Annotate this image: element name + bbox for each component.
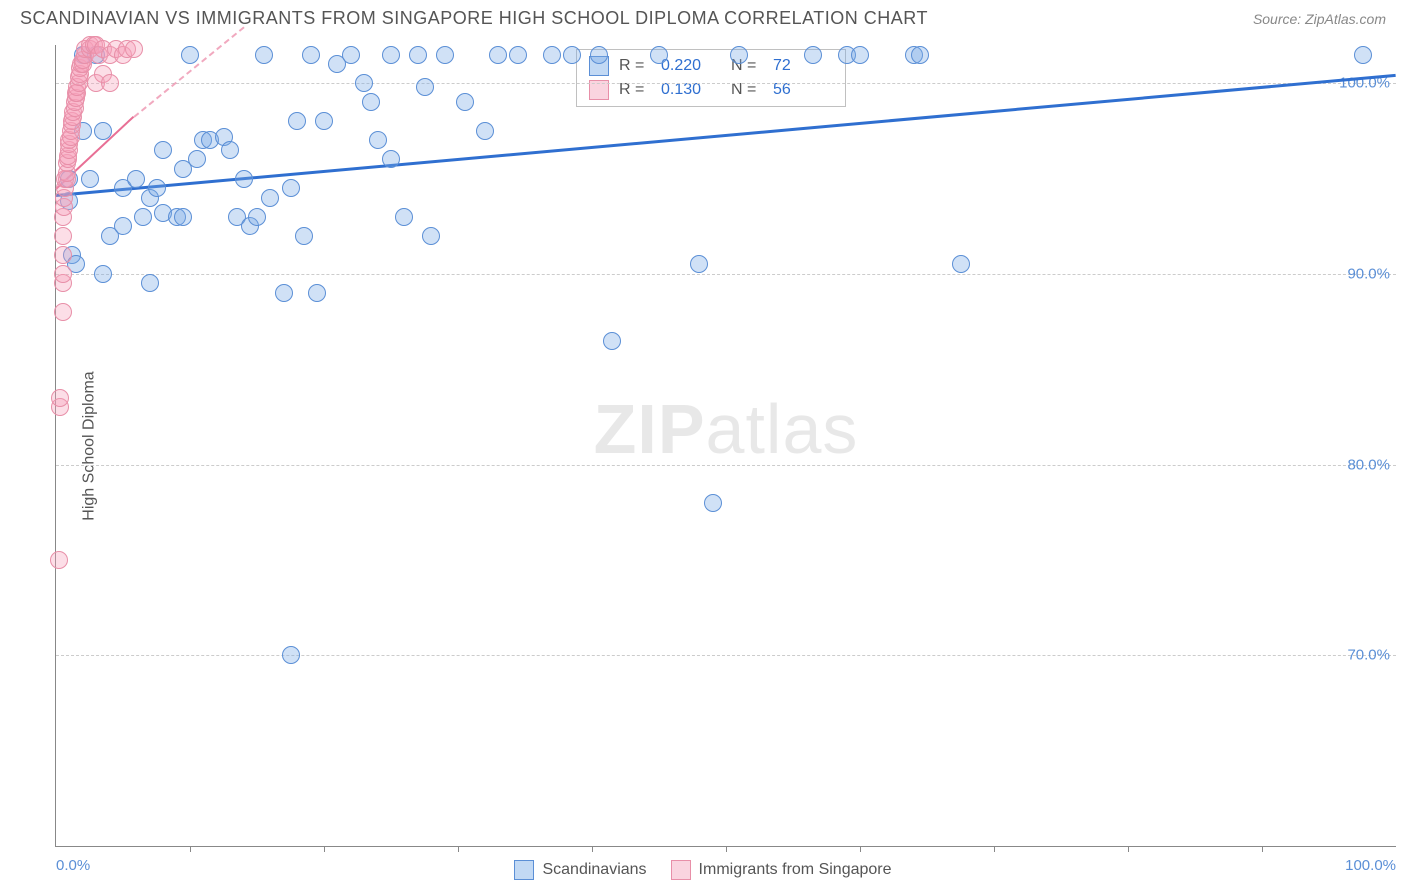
x-tick-mark [726,846,727,852]
data-point [422,227,440,245]
data-point [315,112,333,130]
x-tick-mark [994,846,995,852]
data-point [54,265,72,283]
data-point [382,150,400,168]
legend-label: Scandinavians [542,861,646,879]
data-point [148,179,166,197]
data-point [54,227,72,245]
y-tick-label: 80.0% [1347,456,1390,473]
gridline-horizontal [56,465,1396,466]
legend-row: R =0.220N =72 [589,54,833,78]
series-legend: Scandinavians Immigrants from Singapore [0,860,1406,880]
data-point [1354,46,1372,64]
data-point [221,141,239,159]
data-point [288,112,306,130]
r-value: 0.220 [661,57,721,75]
data-point [295,227,313,245]
data-point [261,189,279,207]
data-point [154,141,172,159]
data-point [54,303,72,321]
data-point [476,122,494,140]
data-point [690,255,708,273]
data-point [134,208,152,226]
legend-swatch [514,860,534,880]
data-point [308,284,326,302]
data-point [603,332,621,350]
data-point [436,46,454,64]
x-tick-mark [860,846,861,852]
data-point [114,217,132,235]
data-point [650,46,668,64]
data-point [369,131,387,149]
data-point [188,150,206,168]
x-tick-mark [1262,846,1263,852]
data-point [456,93,474,111]
x-tick-mark [324,846,325,852]
data-point [235,170,253,188]
data-point [509,46,527,64]
data-point [302,46,320,64]
data-point [362,93,380,111]
legend-item: Immigrants from Singapore [671,860,892,880]
watermark-light: atlas [706,390,859,468]
data-point [342,46,360,64]
y-tick-label: 70.0% [1347,647,1390,664]
data-point [804,46,822,64]
legend-label: Immigrants from Singapore [699,861,892,879]
legend-row: R =0.130N =56 [589,78,833,102]
x-tick-mark [592,846,593,852]
data-point [275,284,293,302]
data-point [81,170,99,188]
source-attribution: Source: ZipAtlas.com [1253,11,1386,27]
x-tick-mark [1128,846,1129,852]
r-label: R = [619,57,651,75]
data-point [127,170,145,188]
data-point [382,46,400,64]
data-point [125,40,143,58]
data-point [409,46,427,64]
n-value: 72 [773,57,833,75]
plot-region: ZIPatlas R =0.220N =72R =0.130N =56 70.0… [55,45,1396,847]
data-point [489,46,507,64]
chart-area: High School Diploma ZIPatlas R =0.220N =… [45,45,1396,847]
data-point [851,46,869,64]
watermark: ZIPatlas [594,389,859,469]
data-point [255,46,273,64]
data-point [101,74,119,92]
data-point [282,179,300,197]
x-tick-mark [458,846,459,852]
data-point [730,46,748,64]
data-point [50,551,68,569]
data-point [282,646,300,664]
data-point [54,246,72,264]
chart-header: SCANDINAVIAN VS IMMIGRANTS FROM SINGAPOR… [0,0,1406,41]
gridline-horizontal [56,655,1396,656]
data-point [94,265,112,283]
data-point [952,255,970,273]
legend-swatch [671,860,691,880]
x-tick-mark [190,846,191,852]
data-point [248,208,266,226]
watermark-bold: ZIP [594,390,706,468]
data-point [395,208,413,226]
gridline-horizontal [56,83,1396,84]
data-point [563,46,581,64]
data-point [543,46,561,64]
data-point [416,78,434,96]
legend-item: Scandinavians [514,860,646,880]
data-point [94,122,112,140]
data-point [174,208,192,226]
data-point [911,46,929,64]
data-point [590,46,608,64]
y-tick-label: 90.0% [1347,265,1390,282]
gridline-horizontal [56,274,1396,275]
chart-title: SCANDINAVIAN VS IMMIGRANTS FROM SINGAPOR… [20,8,928,29]
data-point [355,74,373,92]
data-point [141,274,159,292]
data-point [181,46,199,64]
data-point [51,389,69,407]
data-point [704,494,722,512]
